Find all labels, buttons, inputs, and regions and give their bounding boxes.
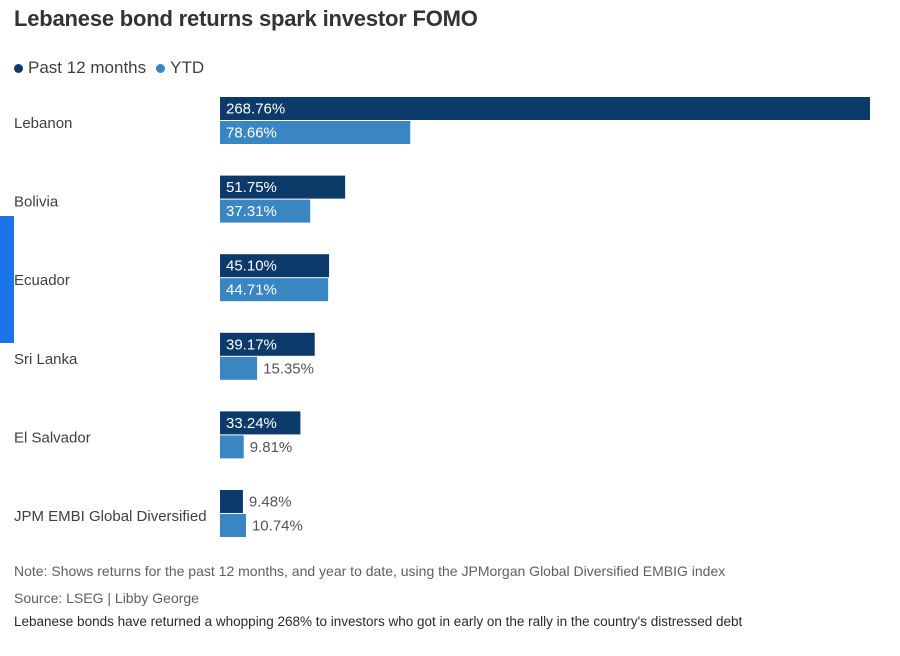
bar-bolivia-ytd [220,199,311,223]
legend-dot-ytd [156,63,166,73]
legend-label-past-12-months: Past 12 months [28,58,147,77]
legend-label-ytd: YTD [170,58,205,77]
bar-lebanon-ytd [220,121,411,144]
bar-lebanon-past-12-months [220,97,870,120]
bar-el-salvador-ytd [220,435,244,459]
data-label-bolivia-past-12-months: 51.75% [226,179,277,196]
bar-sri-lanka-ytd [220,356,258,380]
bar-chart: Lebanon 268.76% 78.66% Bolivia 51.75% 37.31% E… [14,97,870,537]
bar-ecuador-ytd [220,278,329,302]
legend: Past 12 months YTD [14,57,214,79]
bar-bolivia-past-12-months [220,175,346,199]
chart-source: Source: LSEG | Libby George [14,590,199,606]
data-label-bolivia-ytd: 37.31% [226,203,277,220]
data-label-jpm-embi-global-diversified-past-12-months: 9.48% [249,493,292,510]
bar-jpm-embi-global-diversified-ytd [220,514,246,537]
chart-title: Lebanese bond returns spark investor FOM… [14,6,478,31]
data-label-jpm-embi-global-diversified-ytd: 10.74% [252,517,303,534]
category-label-bolivia: Bolivia [14,194,59,211]
left-edge-accent-bar [0,216,14,343]
data-label-ecuador-past-12-months: 45.10% [226,258,277,275]
data-label-el-salvador-past-12-months: 33.24% [226,415,277,432]
legend-item-ytd: YTD [156,58,204,78]
category-label-ecuador: Ecuador [14,272,70,289]
bar-jpm-embi-global-diversified-past-12-months [220,490,243,513]
data-label-ecuador-ytd: 44.71% [226,282,277,299]
category-label-lebanon: Lebanon [14,115,72,132]
bar-ecuador-past-12-months [220,254,330,278]
category-label-jpm-embi-global-diversified: JPM EMBI Global Diversified [14,508,207,525]
category-label-sri-lanka: Sri Lanka [14,351,78,368]
data-label-lebanon-past-12-months: 268.76% [226,100,285,117]
data-label-el-salvador-ytd: 9.81% [250,439,293,456]
chart-caption: Lebanese bonds have returned a whopping … [14,614,743,629]
data-label-sri-lanka-past-12-months: 39.17% [226,336,277,353]
legend-dot-past-12-months [14,63,23,73]
chart-note: Note: Shows returns for the past 12 mont… [14,563,726,579]
data-label-sri-lanka-ytd: 15.35% [263,360,314,377]
legend-item-past-12-months: Past 12 months [14,58,146,78]
bar-sri-lanka-past-12-months [220,332,315,356]
data-label-lebanon-ytd: 78.66% [226,124,277,141]
bar-el-salvador-past-12-months [220,411,301,435]
category-label-el-salvador: El Salvador [14,429,91,446]
